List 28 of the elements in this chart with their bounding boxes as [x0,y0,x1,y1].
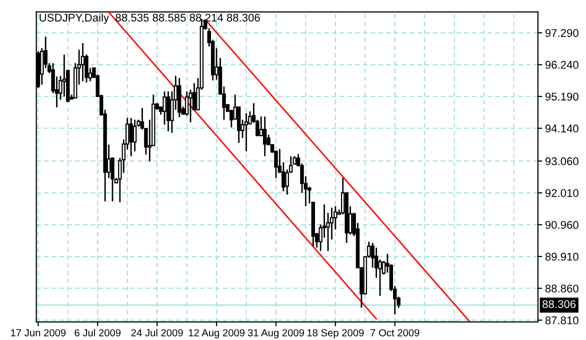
y-tick-label: 92.010 [545,189,578,197]
x-tick-label: 6 Jul 2009 [74,328,121,336]
y-tick-label: 90.960 [545,220,578,229]
y-tick-label: 89.910 [545,252,578,261]
x-tick-label: 7 Oct 2009 [370,329,420,336]
candlestick [282,162,286,192]
candlestick [262,116,267,157]
candlestick [162,90,166,126]
candlestick [129,117,133,157]
x-tick-label: 17 Jun 2009 [11,329,66,336]
y-tick-label: 88.860 [545,284,578,292]
x-tick-label: 12 Aug 2009 [188,329,245,338]
candlestick [244,112,248,152]
x-tick-label: 24 Jul 2009 [131,328,183,336]
candlestick [80,42,85,82]
y-tick-label: 95.190 [545,92,578,101]
y-tick-label: 93.060 [545,157,578,166]
y-tick-label: 87.810 [545,316,578,324]
ref-line-label: 88.306 [542,300,576,308]
y-tick-label: 96.240 [545,60,578,69]
candlestick [188,89,192,123]
y-tick-label: 97.290 [545,29,578,37]
candlestick [132,119,137,152]
chart-title: USDJPY,Daily 88.535 88.585 88.214 88.306 [40,13,260,24]
candlestick [166,90,170,132]
y-tick-label: 94.140 [545,124,578,132]
x-tick-label: 18 Sep 2009 [307,329,364,338]
x-tick-label: 31 Aug 2009 [248,329,304,338]
